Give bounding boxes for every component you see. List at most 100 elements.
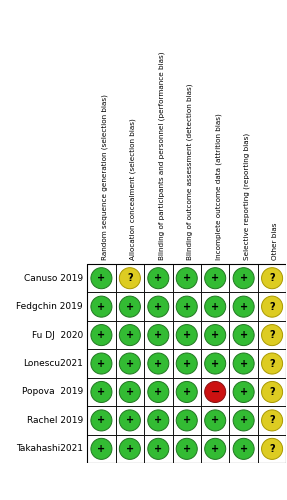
Ellipse shape xyxy=(233,438,254,460)
Ellipse shape xyxy=(148,438,169,460)
Text: +: + xyxy=(240,302,248,312)
Ellipse shape xyxy=(261,296,283,317)
Ellipse shape xyxy=(233,268,254,288)
Text: +: + xyxy=(97,330,106,340)
Text: +: + xyxy=(211,302,219,312)
Text: Selective reporting (reporting bias): Selective reporting (reporting bias) xyxy=(244,132,250,260)
Ellipse shape xyxy=(176,324,197,345)
Text: Other bias: Other bias xyxy=(272,222,278,260)
Ellipse shape xyxy=(205,382,226,402)
Ellipse shape xyxy=(205,268,226,288)
Text: ?: ? xyxy=(269,444,275,454)
Bar xyxy=(116,434,144,463)
Text: Fedgchin 2019: Fedgchin 2019 xyxy=(16,302,83,311)
Text: +: + xyxy=(240,358,248,368)
Bar xyxy=(201,321,229,350)
Ellipse shape xyxy=(261,410,283,431)
Ellipse shape xyxy=(176,438,197,460)
Text: +: + xyxy=(97,358,106,368)
Text: +: + xyxy=(183,444,191,454)
Text: ?: ? xyxy=(269,387,275,397)
Text: +: + xyxy=(211,416,219,426)
Text: +: + xyxy=(240,330,248,340)
Ellipse shape xyxy=(176,296,197,317)
Bar xyxy=(144,406,172,434)
Bar xyxy=(116,292,144,321)
Text: +: + xyxy=(126,330,134,340)
Ellipse shape xyxy=(233,296,254,317)
Bar xyxy=(201,378,229,406)
Ellipse shape xyxy=(91,324,112,345)
Ellipse shape xyxy=(176,410,197,431)
Ellipse shape xyxy=(205,438,226,460)
Bar xyxy=(201,406,229,434)
Text: +: + xyxy=(183,358,191,368)
Ellipse shape xyxy=(91,353,112,374)
Bar xyxy=(116,406,144,434)
Ellipse shape xyxy=(205,353,226,374)
Text: +: + xyxy=(240,444,248,454)
Ellipse shape xyxy=(91,438,112,460)
Ellipse shape xyxy=(148,382,169,402)
Ellipse shape xyxy=(91,410,112,431)
Text: +: + xyxy=(240,273,248,283)
Bar xyxy=(116,264,144,292)
Bar xyxy=(144,434,172,463)
Bar xyxy=(229,434,258,463)
Bar xyxy=(229,321,258,350)
Ellipse shape xyxy=(176,382,197,402)
Ellipse shape xyxy=(148,353,169,374)
Bar xyxy=(172,406,201,434)
Bar xyxy=(229,292,258,321)
Text: +: + xyxy=(97,387,106,397)
Bar xyxy=(229,264,258,292)
Text: +: + xyxy=(154,416,162,426)
Bar xyxy=(144,350,172,378)
Bar xyxy=(172,321,201,350)
Text: +: + xyxy=(97,302,106,312)
Bar xyxy=(258,406,286,434)
Ellipse shape xyxy=(261,324,283,345)
Ellipse shape xyxy=(119,268,140,288)
Ellipse shape xyxy=(233,410,254,431)
Bar xyxy=(144,321,172,350)
Text: +: + xyxy=(211,330,219,340)
Text: ?: ? xyxy=(269,330,275,340)
Text: +: + xyxy=(211,273,219,283)
Bar xyxy=(87,350,116,378)
Text: ?: ? xyxy=(269,416,275,426)
Bar xyxy=(144,264,172,292)
Text: ?: ? xyxy=(127,273,133,283)
Bar xyxy=(116,350,144,378)
Ellipse shape xyxy=(119,410,140,431)
Text: +: + xyxy=(126,302,134,312)
Bar xyxy=(229,378,258,406)
Ellipse shape xyxy=(91,382,112,402)
Bar xyxy=(229,350,258,378)
Text: Incomplete outcome data (attrition bias): Incomplete outcome data (attrition bias) xyxy=(215,113,222,260)
Ellipse shape xyxy=(233,324,254,345)
Text: ?: ? xyxy=(269,302,275,312)
Bar xyxy=(87,292,116,321)
Text: +: + xyxy=(126,444,134,454)
Bar xyxy=(201,350,229,378)
Text: Fu DJ  2020: Fu DJ 2020 xyxy=(32,330,83,340)
Ellipse shape xyxy=(119,382,140,402)
Ellipse shape xyxy=(205,296,226,317)
Ellipse shape xyxy=(119,353,140,374)
Text: Blinding of outcome assessment (detection bias): Blinding of outcome assessment (detectio… xyxy=(187,83,193,260)
Bar xyxy=(87,434,116,463)
Text: ?: ? xyxy=(269,273,275,283)
Bar xyxy=(258,292,286,321)
Ellipse shape xyxy=(148,268,169,288)
Text: +: + xyxy=(240,416,248,426)
Text: +: + xyxy=(183,302,191,312)
Text: +: + xyxy=(154,330,162,340)
Text: +: + xyxy=(97,444,106,454)
Bar xyxy=(258,434,286,463)
Text: −: − xyxy=(210,387,220,397)
Text: +: + xyxy=(154,387,162,397)
Bar xyxy=(144,378,172,406)
Bar xyxy=(201,434,229,463)
Ellipse shape xyxy=(176,268,197,288)
